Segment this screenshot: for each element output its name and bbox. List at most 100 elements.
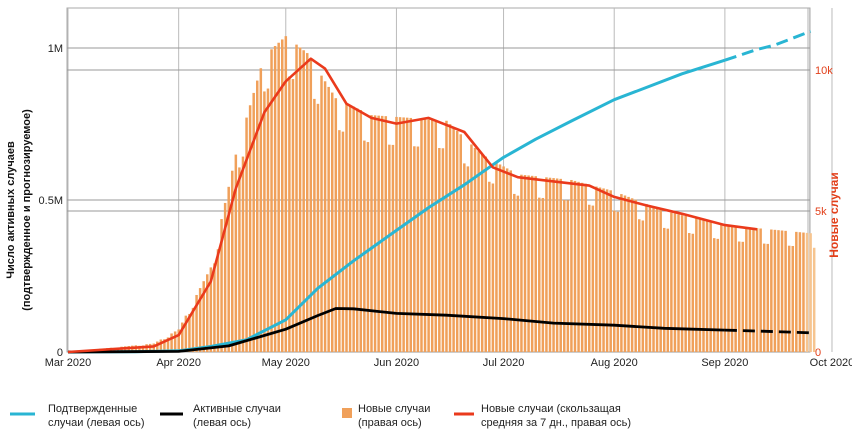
bar-new-cases — [334, 98, 338, 352]
bar-new-cases — [730, 225, 734, 352]
bar-new-cases — [266, 88, 270, 352]
bar-new-cases — [609, 190, 612, 352]
bar-new-cases — [791, 245, 795, 352]
bar-new-cases — [673, 213, 677, 352]
bar-new-cases — [605, 189, 609, 352]
bar-new-cases — [452, 127, 455, 352]
bar-new-cases — [241, 156, 245, 352]
bar-new-cases — [716, 238, 720, 352]
bar-new-cases — [691, 233, 695, 352]
line-active — [67, 307, 725, 354]
bar-new-cases — [238, 167, 241, 352]
y-right-tick-label: 10k — [815, 65, 833, 77]
forecast-shade — [806, 8, 810, 352]
bar-new-cases — [712, 238, 716, 352]
bar-new-cases — [277, 42, 280, 353]
bar-new-cases — [502, 166, 505, 352]
bar-new-cases — [748, 227, 752, 352]
bar-new-cases — [630, 198, 634, 352]
bar-new-cases — [741, 241, 745, 352]
bar-new-cases — [377, 115, 380, 353]
x-tick-label: May 2020 — [262, 357, 310, 369]
bar-new-cases — [445, 120, 448, 352]
bar-new-cases — [784, 230, 787, 352]
bar-new-cases — [245, 117, 248, 353]
bar-new-cases — [627, 196, 630, 352]
bar-new-cases — [234, 154, 238, 352]
bar-new-cases — [188, 313, 191, 352]
bar-new-cases — [166, 337, 170, 352]
bar-new-cases — [595, 186, 598, 352]
bar-new-cases — [420, 118, 423, 352]
bar-new-cases — [705, 220, 709, 352]
bar-new-cases — [302, 50, 305, 352]
bar-new-cases — [423, 119, 427, 353]
bar-new-cases — [530, 175, 534, 352]
line-active-forecast — [724, 328, 811, 335]
bar-new-cases — [520, 174, 523, 352]
bar-new-cases — [216, 249, 220, 352]
y-left-axis-ticks: 0 0.5M 1M — [39, 43, 63, 359]
bar-new-cases — [805, 232, 809, 352]
legend-label-new-bars-1: Новые случаи — [358, 403, 430, 415]
bar-new-cases — [623, 195, 627, 352]
bar-new-cases — [459, 134, 462, 352]
bar-new-cases — [316, 103, 320, 352]
bar-new-cases — [752, 227, 755, 352]
bar-new-cases — [309, 58, 313, 352]
bar-new-cases — [448, 124, 452, 352]
bar-new-cases — [184, 315, 188, 352]
bar-new-cases — [641, 220, 645, 352]
bar-new-cases — [559, 178, 562, 352]
legend-label-avg7-2: средняя за 7 дн., правая ось) — [481, 417, 631, 429]
bar-new-cases — [473, 147, 477, 352]
bar-new-cases — [687, 233, 691, 352]
bar-new-cases — [505, 168, 509, 352]
bars-new-cases — [70, 36, 816, 353]
bar-new-cases — [388, 144, 391, 352]
x-tick-label: Mar 2020 — [45, 357, 91, 369]
bar-new-cases — [698, 219, 702, 352]
bar-new-cases — [759, 228, 762, 352]
bar-new-cases — [727, 225, 730, 352]
bar-new-cases — [787, 245, 791, 352]
bar-new-cases — [488, 181, 491, 352]
y-left-axis-title-line1: Число активных случаев — [5, 141, 17, 279]
bar-new-cases — [366, 142, 370, 352]
bar-new-cases — [416, 146, 420, 352]
bar-new-cases — [138, 345, 141, 352]
bar-new-cases — [330, 92, 334, 352]
bar-new-cases — [402, 117, 405, 352]
bar-new-cases — [573, 180, 577, 352]
legend: Подтвержденные случаи (левая ось) Активн… — [10, 403, 631, 429]
bar-new-cases — [252, 92, 255, 352]
x-tick-label: Aug 2020 — [591, 357, 638, 369]
bar-new-cases — [370, 115, 373, 353]
bar-new-cases — [209, 267, 213, 352]
bar-new-cases — [477, 151, 480, 352]
bar-new-cases — [466, 166, 470, 352]
bar-new-cases — [323, 81, 327, 352]
bar-new-cases — [709, 221, 712, 352]
bar-new-cases — [141, 345, 145, 352]
bar-new-cases — [702, 220, 705, 352]
bar-new-cases — [313, 98, 316, 352]
line-confirmed-forecast — [724, 29, 812, 62]
bar-new-cases — [598, 187, 602, 352]
y-left-axis-title-line2: (подтвержденное и прогнозируемое) — [21, 109, 33, 311]
x-tick-label: Oct 2020 — [810, 357, 852, 369]
bar-new-cases — [384, 116, 388, 353]
bar-new-cases — [538, 197, 541, 352]
bar-new-cases — [359, 110, 363, 352]
bar-new-cases — [298, 47, 302, 352]
legend-swatch-new-bars — [342, 408, 352, 418]
bar-new-cases — [620, 194, 623, 352]
bar-new-cases — [570, 179, 573, 352]
y-left-tick-label: 0 — [57, 347, 63, 359]
bar-new-cases — [780, 230, 784, 352]
bar-new-cases — [248, 105, 252, 352]
bar-new-cases — [263, 91, 266, 352]
bar-new-cases — [812, 247, 816, 352]
bar-new-cases — [455, 130, 459, 352]
